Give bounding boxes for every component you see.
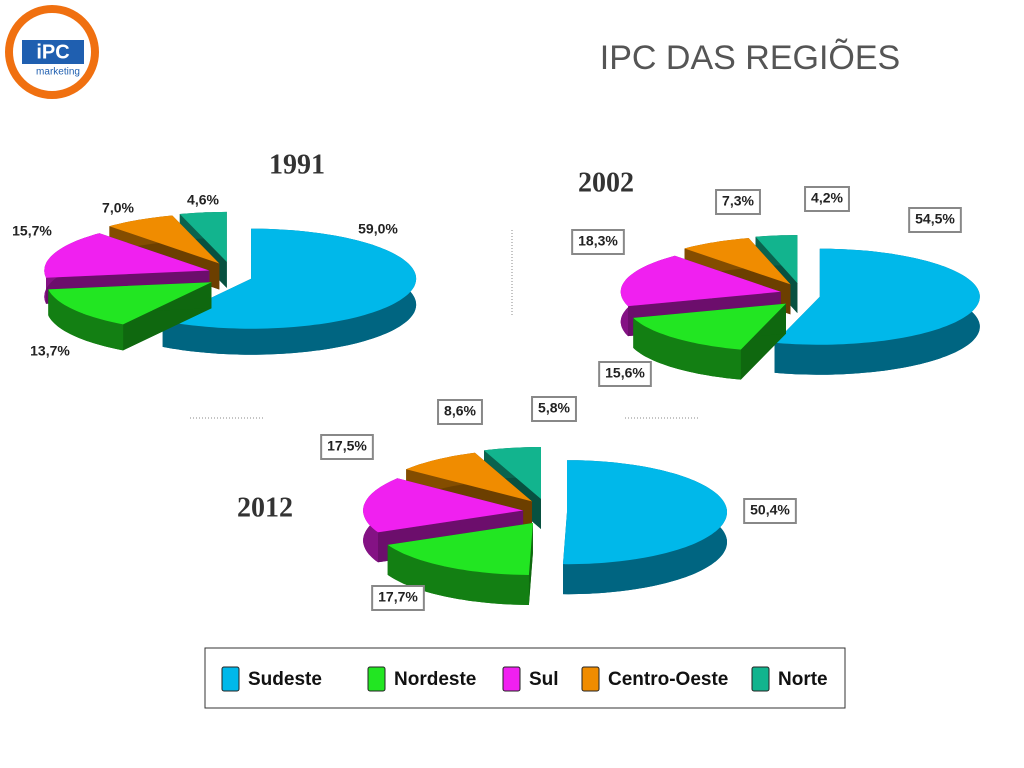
value-label: 7,0% (102, 200, 134, 216)
value-label: 17,7% (378, 589, 418, 605)
slice-top (109, 215, 220, 264)
slice-top (162, 228, 417, 329)
value-label-box (437, 399, 483, 425)
value-label: 50,4% (750, 502, 790, 518)
value-label-box (320, 434, 374, 460)
legend-swatch (751, 666, 770, 692)
legend-swatch (581, 666, 600, 692)
value-label: 4,6% (187, 192, 219, 208)
legend-label: Sudeste (248, 669, 322, 690)
value-label-box (804, 186, 850, 212)
slide-title: IPC DAS REGIÕES (600, 39, 900, 77)
value-label: 15,7% (12, 223, 52, 239)
legend-swatch (221, 666, 240, 692)
value-label: 54,5% (915, 211, 955, 227)
value-label-box (371, 585, 425, 611)
value-label: 8,6% (444, 403, 476, 419)
legend-label: Centro-Oeste (608, 669, 728, 690)
value-label: 18,3% (578, 233, 618, 249)
logo-block (22, 40, 84, 64)
logo-ring (5, 5, 99, 99)
value-label-box (571, 229, 625, 255)
legend-label: Nordeste (394, 669, 476, 690)
value-label: 7,3% (722, 193, 754, 209)
slice-top (620, 255, 781, 307)
legend-swatch (367, 666, 386, 692)
legend-box (204, 647, 846, 709)
slice-top (179, 211, 227, 262)
slice-rim (48, 289, 124, 351)
slice (48, 282, 212, 351)
value-label-box (715, 189, 761, 215)
slice-top (633, 303, 786, 350)
slice (563, 460, 727, 595)
value-label-box (531, 396, 577, 422)
slice-top (774, 248, 980, 345)
slice-top (563, 460, 727, 565)
logo: iPC marketing (5, 5, 99, 99)
legend-label: Sul (529, 669, 559, 690)
logo-text: iPC (36, 41, 69, 63)
value-label: 13,7% (30, 343, 70, 359)
slice-top (48, 282, 212, 325)
slice-top (44, 233, 210, 278)
value-label: 5,8% (538, 400, 570, 416)
value-label-box (598, 361, 652, 387)
chart-title: 2012 (237, 492, 293, 523)
value-label: 17,5% (327, 438, 367, 454)
logo-subtext: marketing (36, 67, 80, 78)
slice (774, 248, 980, 375)
slice-top (363, 478, 524, 533)
value-label-box (908, 207, 962, 233)
legend-swatch (502, 666, 521, 692)
slice-top (406, 452, 532, 502)
chart-title: 2002 (578, 167, 634, 198)
value-label-box (743, 498, 797, 524)
chart-title: 1991 (269, 149, 325, 180)
value-label: 4,2% (811, 190, 843, 206)
slice-top (684, 238, 791, 285)
slice-top (387, 523, 533, 575)
slice-top (755, 235, 798, 284)
legend-label: Norte (778, 669, 828, 690)
value-label: 15,6% (605, 365, 645, 381)
slice (633, 303, 786, 380)
value-label: 59,0% (358, 221, 398, 237)
slice (162, 228, 417, 355)
slice-top (484, 447, 541, 499)
slice-rim (633, 317, 741, 380)
